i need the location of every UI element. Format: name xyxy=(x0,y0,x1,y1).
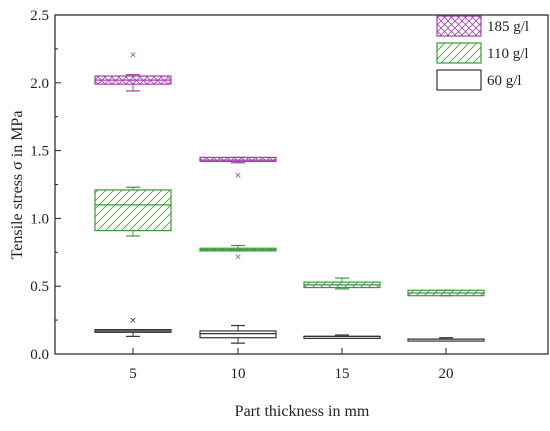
x-tick-label: 15 xyxy=(335,366,350,382)
legend-label: 185 g/l xyxy=(487,19,529,35)
y-tick-label: 2.0 xyxy=(30,76,49,92)
box-110gl-15 xyxy=(303,277,381,290)
outlier-marker: × xyxy=(129,50,137,60)
box-body xyxy=(199,156,277,163)
y-tick-label: 2.5 xyxy=(30,8,49,24)
outlier-marker: × xyxy=(234,171,242,181)
legend-entry: 110 g/l xyxy=(436,42,529,64)
y-tick-label: 1.0 xyxy=(30,211,49,227)
box-110gl-10: × xyxy=(199,244,277,262)
box-185gl-5: × xyxy=(94,50,172,92)
legend-label: 60 g/l xyxy=(487,73,522,89)
box-60gl-15 xyxy=(303,334,381,339)
box-60gl-20 xyxy=(407,337,485,342)
box-110gl-20 xyxy=(407,289,485,297)
box-60gl-5: × xyxy=(94,316,172,337)
y-tick-label: 1.5 xyxy=(30,144,49,160)
y-tick-label: 0.5 xyxy=(30,279,49,295)
y-axis-label: Tensile stress σ in MPa xyxy=(9,111,26,260)
y-axis-ticks: 0.0 0.5 1.0 1.5 2.0 2.5 xyxy=(30,8,61,363)
legend-swatch xyxy=(436,69,482,91)
legend-swatch xyxy=(436,42,482,64)
box-series: × × × × xyxy=(94,50,485,344)
box-110gl-5 xyxy=(94,186,172,237)
legend-entry: 185 g/l xyxy=(436,15,529,37)
x-tick-label: 5 xyxy=(129,366,137,382)
y-tick-label: 0.0 xyxy=(30,347,49,363)
x-tick-label: 10 xyxy=(231,366,246,382)
plot-frame xyxy=(54,14,549,355)
outlier-marker: × xyxy=(234,252,242,262)
x-axis-ticks: 5 10 15 20 xyxy=(129,348,454,382)
legend-entry: 60 g/l xyxy=(436,69,522,91)
legend-swatch xyxy=(436,15,482,37)
x-axis-label: Part thickness in mm xyxy=(235,403,370,420)
legend: 185 g/l 110 g/l 60 g/l xyxy=(436,15,529,91)
box-185gl-10: × xyxy=(199,156,277,181)
x-tick-label: 20 xyxy=(439,366,454,382)
plot-border xyxy=(54,14,549,355)
box-60gl-10 xyxy=(199,324,277,344)
legend-label: 110 g/l xyxy=(487,46,529,62)
box-body xyxy=(199,330,277,339)
outlier-marker: × xyxy=(129,316,137,326)
box-body xyxy=(94,189,172,232)
